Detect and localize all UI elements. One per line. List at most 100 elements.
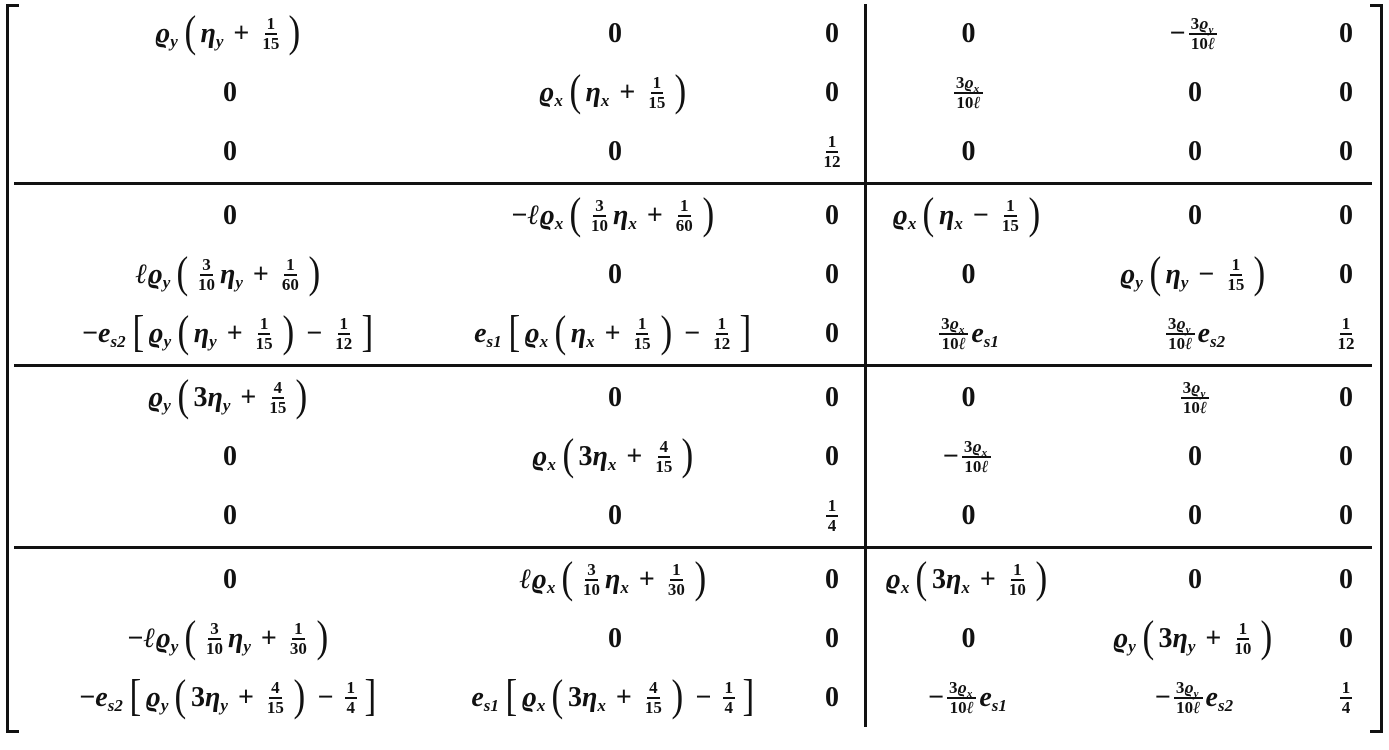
subscript: y (1135, 273, 1143, 292)
matrix-cell: 0 (30, 427, 430, 487)
number: 0 (961, 259, 976, 290)
symbol: ϱ (147, 382, 164, 413)
number: 0 (825, 318, 839, 349)
matrix-cell: − ℓ ϱ x(3 10 η x +1 60) (430, 186, 800, 246)
number: 0 (961, 623, 976, 654)
matrix-cell: −3ϱy 10ℓ (1070, 4, 1320, 64)
number: 10 (1168, 334, 1186, 353)
fraction: 1 30 (666, 561, 687, 599)
fraction: 1 12 (711, 315, 732, 353)
symbol: e (979, 682, 992, 713)
delimiter: ] (742, 671, 755, 720)
fraction-denominator: 10 (1007, 581, 1028, 599)
delimiter: ( (1142, 612, 1155, 661)
fraction-numerator: 1 (1236, 620, 1250, 640)
number: 4 (1341, 698, 1351, 717)
fraction-numerator: 3ϱy (1173, 679, 1203, 700)
matrix-cell: 0 (800, 550, 864, 610)
fraction: 3ϱy 10ℓ (1173, 679, 1203, 717)
matrix-cell: 0 (1070, 186, 1320, 246)
number: 10 (949, 698, 967, 717)
matrix-cell: ϱ y(3 η y +1 10) (1070, 609, 1320, 669)
matrix-cell: 0 (1320, 4, 1372, 64)
symbol: η (938, 200, 955, 231)
operator: + (979, 564, 996, 595)
number: 0 (608, 18, 622, 49)
symbol: ϱ (1199, 14, 1209, 34)
symbol: e (98, 318, 111, 349)
symbol: η (205, 682, 221, 713)
fraction: 1 15 (260, 15, 281, 53)
symbol: η (585, 77, 601, 108)
delimiter: ( (551, 671, 564, 720)
subscript: y (163, 396, 171, 415)
matrix-cell: ϱ x(η x +1 15) (430, 63, 800, 123)
matrix-cell: 0 (800, 368, 864, 428)
fraction-numerator: 4 (657, 438, 671, 458)
operator: − (127, 623, 144, 654)
subscript: y (170, 637, 179, 656)
symbol: η (1165, 259, 1181, 290)
fraction-denominator: 30 (288, 640, 309, 658)
number: 3 (949, 678, 958, 698)
fraction: 1 10 (1007, 561, 1028, 599)
fraction-numerator: 3ϱx (939, 315, 969, 336)
fraction-denominator: 15 (646, 94, 667, 112)
matrix-cell: 0 (867, 486, 1070, 546)
fraction: 4 15 (643, 679, 664, 717)
number: 0 (961, 18, 976, 49)
number: 0 (825, 623, 839, 654)
fraction-denominator: 15 (267, 399, 288, 417)
symbol: η (219, 259, 236, 290)
fraction-numerator: 3ϱx (947, 678, 977, 701)
matrix-cell: ϱ y(η y −1 15) (1070, 245, 1320, 305)
number: 0 (1339, 623, 1353, 654)
symbol: η (592, 441, 608, 472)
fraction-numerator: 1 (284, 256, 297, 276)
delimiter: [ (129, 671, 142, 720)
matrix-cell: 0 (800, 63, 864, 123)
left-bracket (6, 4, 19, 733)
number: 1 (680, 196, 689, 216)
delimiter: ) (660, 307, 672, 356)
symbol: ℓ (973, 93, 981, 112)
number: 1 (827, 132, 837, 152)
fraction: 1 60 (280, 256, 301, 294)
subscript: x (547, 455, 556, 474)
subscript: x (966, 688, 973, 701)
number: 4 (724, 698, 734, 717)
fraction-denominator: 10 (204, 640, 225, 658)
fraction-denominator: 12 (822, 153, 843, 171)
number: 10 (1234, 639, 1252, 658)
fraction-numerator: 1 (257, 315, 271, 335)
operator: + (626, 441, 643, 472)
number: 0 (825, 77, 839, 108)
subscript: y (1185, 324, 1191, 337)
number: 1 (717, 314, 727, 334)
matrix-cell: 0 (1070, 486, 1320, 546)
fraction-denominator: 4 (345, 699, 358, 717)
matrix-cell: 0 (800, 427, 864, 487)
matrix-cell: 0 (1320, 122, 1372, 182)
symbol: ϱ (885, 564, 901, 595)
matrix-cell: 0 (1070, 63, 1320, 123)
symbol: ϱ (1119, 259, 1136, 290)
number: 30 (667, 580, 685, 599)
matrix-cell: 0 (30, 486, 430, 546)
symbol: ℓ (135, 259, 148, 290)
symbol: ℓ (1185, 334, 1193, 353)
subscript: y (1200, 388, 1206, 401)
number: 15 (633, 334, 651, 353)
number: 0 (1188, 500, 1202, 531)
matrix-cell: 0 (1320, 63, 1372, 123)
matrix-cell: −3ϱx 10ℓ (867, 427, 1070, 487)
operator: − (82, 318, 99, 349)
subscript: y (1187, 637, 1196, 656)
delimiter: ( (569, 66, 582, 115)
delimiter: ) (674, 66, 687, 115)
matrix-cell: 0 (1320, 609, 1372, 669)
fraction: 3 10 (589, 197, 610, 235)
number: 0 (1339, 136, 1353, 167)
subscript: y (162, 273, 171, 292)
